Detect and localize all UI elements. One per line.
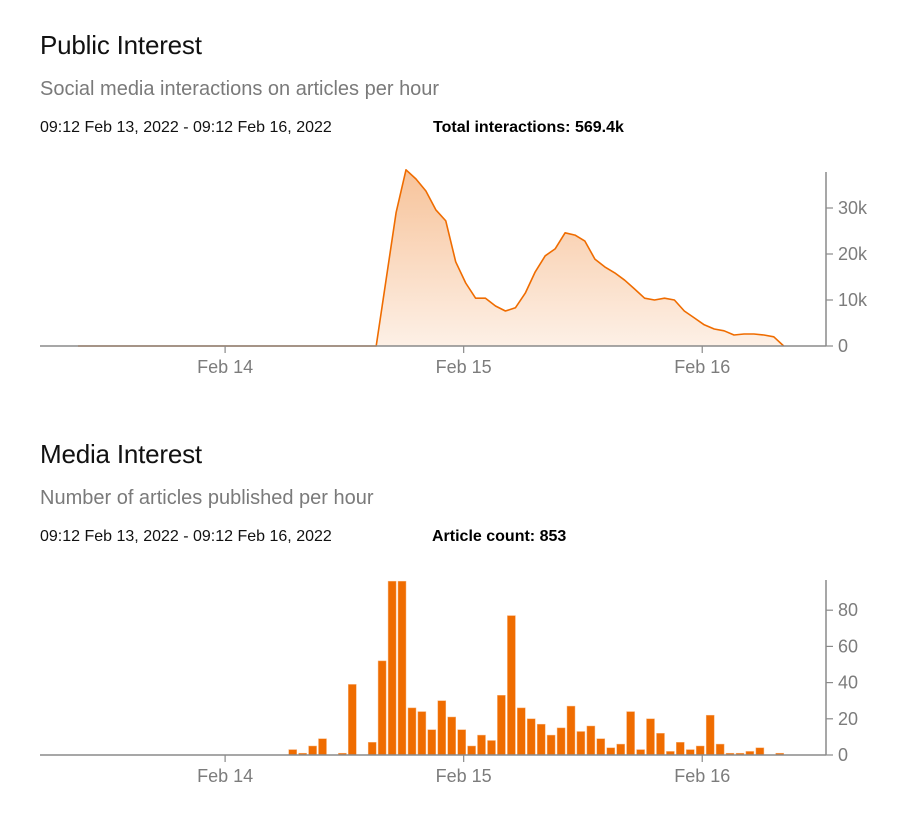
y-tick-label: 80 bbox=[838, 600, 858, 620]
bar[interactable] bbox=[308, 745, 317, 756]
area-fill bbox=[78, 169, 784, 346]
y-tick-label: 10k bbox=[838, 290, 868, 310]
bar[interactable] bbox=[596, 738, 606, 756]
y-tick-label: 40 bbox=[838, 673, 858, 693]
bar[interactable] bbox=[507, 615, 516, 756]
bar[interactable] bbox=[686, 749, 695, 756]
bar[interactable] bbox=[695, 745, 705, 756]
bar[interactable] bbox=[397, 580, 407, 756]
bar[interactable] bbox=[646, 718, 655, 756]
public-interest-subtitle: Social media interactions on articles pe… bbox=[40, 78, 440, 100]
bar[interactable] bbox=[576, 731, 586, 756]
x-tick-label: Feb 15 bbox=[436, 766, 492, 786]
bar[interactable] bbox=[377, 660, 387, 756]
bar[interactable] bbox=[348, 684, 357, 756]
bar[interactable] bbox=[487, 740, 496, 756]
x-tick-label: Feb 16 bbox=[674, 357, 730, 377]
x-tick-label: Feb 15 bbox=[436, 357, 492, 377]
bar[interactable] bbox=[467, 745, 476, 756]
y-tick-label: 0 bbox=[838, 336, 848, 356]
bar[interactable] bbox=[387, 580, 397, 756]
bar[interactable] bbox=[526, 718, 536, 756]
x-tick-label: Feb 14 bbox=[197, 357, 253, 377]
media-interest-date-range: 09:12 Feb 13, 2022 - 09:12 Feb 16, 2022 bbox=[40, 528, 332, 545]
public-interest-title: Public Interest bbox=[40, 30, 202, 60]
article-count: Article count: 853 bbox=[432, 528, 567, 545]
bar[interactable] bbox=[715, 743, 725, 756]
bar[interactable] bbox=[676, 742, 685, 756]
area-series bbox=[78, 169, 785, 347]
media-interest-title: Media Interest bbox=[40, 439, 202, 469]
y-tick-label: 0 bbox=[838, 745, 848, 765]
bar[interactable] bbox=[417, 711, 427, 756]
bar[interactable] bbox=[656, 733, 665, 756]
area-line bbox=[78, 169, 785, 347]
bar[interactable] bbox=[546, 734, 556, 756]
x-tick-label: Feb 14 bbox=[197, 766, 253, 786]
y-axis-ticks: 0 20 40 60 80 bbox=[826, 600, 858, 765]
media-interest-subtitle: Number of articles published per hour bbox=[40, 487, 374, 509]
y-axis-ticks: 0 10k 20k 30k bbox=[826, 198, 868, 356]
bar[interactable] bbox=[616, 743, 625, 756]
bar[interactable] bbox=[606, 747, 616, 756]
bar[interactable] bbox=[536, 723, 546, 756]
x-tick-label: Feb 16 bbox=[674, 766, 730, 786]
x-axis-ticks: Feb 14 Feb 15 Feb 16 bbox=[197, 346, 730, 377]
bar[interactable] bbox=[447, 716, 456, 756]
bar[interactable] bbox=[427, 729, 437, 756]
bar[interactable] bbox=[517, 707, 526, 756]
bar[interactable] bbox=[705, 714, 715, 756]
y-tick-label: 20 bbox=[838, 709, 858, 729]
bar[interactable] bbox=[457, 729, 466, 756]
y-tick-label: 20k bbox=[838, 244, 868, 264]
bar[interactable] bbox=[407, 707, 417, 756]
bar[interactable] bbox=[497, 695, 506, 756]
x-axis-ticks: Feb 14 Feb 15 Feb 16 bbox=[197, 755, 730, 786]
bar[interactable] bbox=[636, 749, 645, 756]
bar[interactable] bbox=[556, 727, 566, 756]
public-interest-area-chart[interactable]: Feb 14 Feb 15 Feb 16 0 10k 20k 30k bbox=[0, 0, 916, 400]
bar[interactable] bbox=[437, 700, 447, 756]
y-tick-label: 30k bbox=[838, 198, 868, 218]
bar[interactable] bbox=[367, 742, 377, 756]
bar-series bbox=[288, 580, 784, 756]
public-interest-section: Public Interest Social media interaction… bbox=[0, 0, 916, 400]
bar[interactable] bbox=[318, 738, 327, 756]
bar[interactable] bbox=[566, 705, 576, 756]
bar[interactable] bbox=[586, 725, 596, 756]
total-interactions: Total interactions: 569.4k bbox=[433, 119, 624, 136]
bar[interactable] bbox=[477, 734, 486, 756]
bar[interactable] bbox=[626, 711, 635, 756]
y-tick-label: 60 bbox=[838, 636, 858, 656]
bar[interactable] bbox=[288, 749, 297, 756]
public-interest-date-range: 09:12 Feb 13, 2022 - 09:12 Feb 16, 2022 bbox=[40, 119, 332, 136]
bar[interactable] bbox=[755, 747, 765, 756]
